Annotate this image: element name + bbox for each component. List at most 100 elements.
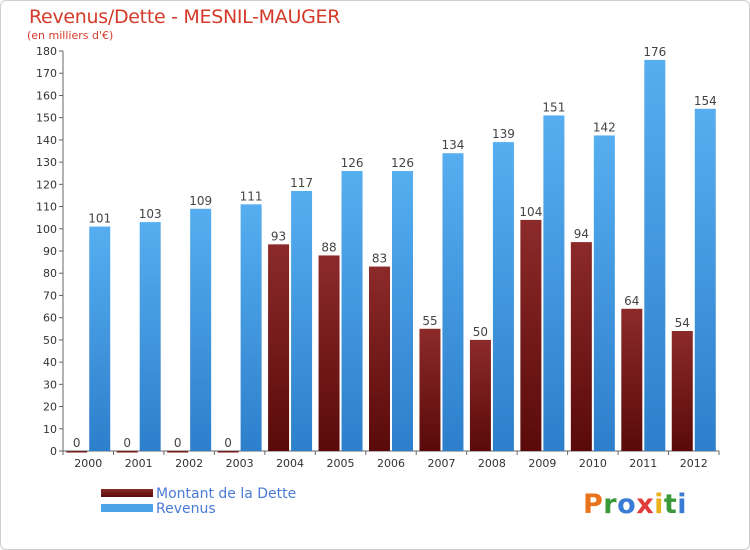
x-tick-label: 2006 xyxy=(377,457,405,470)
data-label-dette-2011: 64 xyxy=(624,294,639,308)
bar-revenus-2010 xyxy=(593,135,615,451)
bar-revenus-2012 xyxy=(694,108,716,452)
bar-revenus-2003 xyxy=(240,204,262,451)
bar-revenus-2001 xyxy=(139,222,161,451)
y-tick-label: 0 xyxy=(50,445,57,458)
data-label-dette-2003: 0 xyxy=(224,436,232,450)
logo-letter: i xyxy=(677,489,688,520)
bar-revenus-2005 xyxy=(341,171,363,451)
legend-swatch-dette xyxy=(101,489,153,497)
bar-dette-2002 xyxy=(167,451,189,453)
x-tick-label: 2000 xyxy=(74,457,102,470)
bar-revenus-2009 xyxy=(543,115,565,451)
proxiti-logo: Proxiti xyxy=(583,489,687,520)
x-tick-label: 2004 xyxy=(276,457,304,470)
y-tick-label: 130 xyxy=(36,156,57,169)
bar-dette-2008 xyxy=(469,339,491,451)
data-label-dette-2001: 0 xyxy=(123,436,131,450)
bar-revenus-2002 xyxy=(190,208,212,451)
data-label-revenus-2010: 142 xyxy=(593,120,616,134)
bar-dette-2007 xyxy=(419,328,441,451)
legend-label-debt: Montant de la Dette xyxy=(156,486,297,502)
data-label-dette-2006: 83 xyxy=(372,252,387,266)
bar-dette-2000 xyxy=(66,451,88,453)
data-label-dette-2008: 50 xyxy=(473,325,488,339)
data-label-revenus-2011: 176 xyxy=(643,45,666,59)
x-tick-label: 2010 xyxy=(579,457,607,470)
data-label-revenus-2006: 126 xyxy=(391,156,414,170)
data-label-revenus-2009: 151 xyxy=(542,100,565,114)
logo-letter: i xyxy=(654,489,664,520)
y-tick-label: 70 xyxy=(43,289,57,302)
data-label-revenus-2004: 117 xyxy=(290,176,313,190)
bar-revenus-2008 xyxy=(492,142,514,451)
bar-revenus-2006 xyxy=(392,171,413,451)
y-tick-label: 90 xyxy=(43,245,57,258)
bar-dette-2011 xyxy=(621,308,643,451)
data-label-dette-2012: 54 xyxy=(675,316,690,330)
data-label-dette-2007: 55 xyxy=(422,314,437,328)
logo-letter: P xyxy=(583,489,604,520)
bar-dette-2009 xyxy=(520,219,542,451)
x-tick-label: 2008 xyxy=(478,457,506,470)
y-tick-label: 30 xyxy=(43,378,57,391)
data-label-revenus-2000: 101 xyxy=(88,212,111,226)
bar-revenus-2011 xyxy=(644,59,666,452)
x-tick-label: 2012 xyxy=(680,457,708,470)
data-label-dette-2002: 0 xyxy=(174,436,182,450)
bar-dette-2005 xyxy=(318,255,340,451)
x-tick-label: 2001 xyxy=(125,457,153,470)
data-label-revenus-2003: 111 xyxy=(240,189,263,203)
y-tick-label: 150 xyxy=(36,112,57,125)
y-tick-label: 40 xyxy=(43,356,57,369)
x-tick-label: 2005 xyxy=(327,457,355,470)
data-label-dette-2009: 104 xyxy=(519,205,542,219)
legend-label-revenus: Revenus xyxy=(156,501,216,517)
data-label-revenus-2001: 103 xyxy=(139,207,162,221)
data-label-dette-2010: 94 xyxy=(574,227,589,241)
bar-dette-2010 xyxy=(570,242,592,451)
legend-swatch-revenus xyxy=(101,504,153,512)
bar-revenus-2004 xyxy=(291,191,313,451)
logo-letter: r xyxy=(603,489,618,520)
data-label-revenus-2008: 139 xyxy=(492,127,515,141)
data-label-dette-2005: 88 xyxy=(321,240,336,254)
bar-dette-2012 xyxy=(671,331,693,451)
x-tick-label: 2003 xyxy=(226,457,254,470)
data-label-dette-2004: 93 xyxy=(271,229,286,243)
data-label-dette-2000: 0 xyxy=(73,436,81,450)
y-tick-label: 170 xyxy=(36,67,57,80)
y-tick-label: 140 xyxy=(36,134,57,147)
x-tick-label: 2002 xyxy=(175,457,203,470)
x-tick-label: 2007 xyxy=(427,457,455,470)
logo-letter: x xyxy=(636,489,655,520)
logo-letter: o xyxy=(617,489,637,520)
y-tick-label: 60 xyxy=(43,312,57,325)
data-label-revenus-2012: 154 xyxy=(694,94,717,108)
bar-revenus-2007 xyxy=(442,153,464,451)
data-label-revenus-2002: 109 xyxy=(189,194,212,208)
bar-dette-2006 xyxy=(369,266,390,451)
x-tick-label: 2009 xyxy=(528,457,556,470)
y-tick-label: 180 xyxy=(36,45,57,58)
y-tick-label: 120 xyxy=(36,178,57,191)
y-tick-label: 50 xyxy=(43,334,57,347)
chart-subtitle: (en milliers d'€) xyxy=(27,29,114,42)
y-tick-label: 10 xyxy=(43,423,57,436)
data-label-revenus-2007: 134 xyxy=(442,138,465,152)
y-tick-label: 80 xyxy=(43,267,57,280)
chart-title: Revenus/Dette - MESNIL-MAUGER xyxy=(29,6,341,28)
bar-dette-2004 xyxy=(268,244,290,451)
y-tick-label: 20 xyxy=(43,401,57,414)
y-tick-label: 160 xyxy=(36,89,57,102)
bar-revenus-2000 xyxy=(89,226,111,451)
data-label-revenus-2005: 126 xyxy=(341,156,364,170)
logo-letter: t xyxy=(663,489,678,520)
x-tick-label: 2011 xyxy=(629,457,657,470)
y-tick-label: 110 xyxy=(36,201,57,214)
y-tick-label: 100 xyxy=(36,223,57,236)
bar-dette-2003 xyxy=(217,451,239,453)
bar-dette-2001 xyxy=(116,451,138,453)
